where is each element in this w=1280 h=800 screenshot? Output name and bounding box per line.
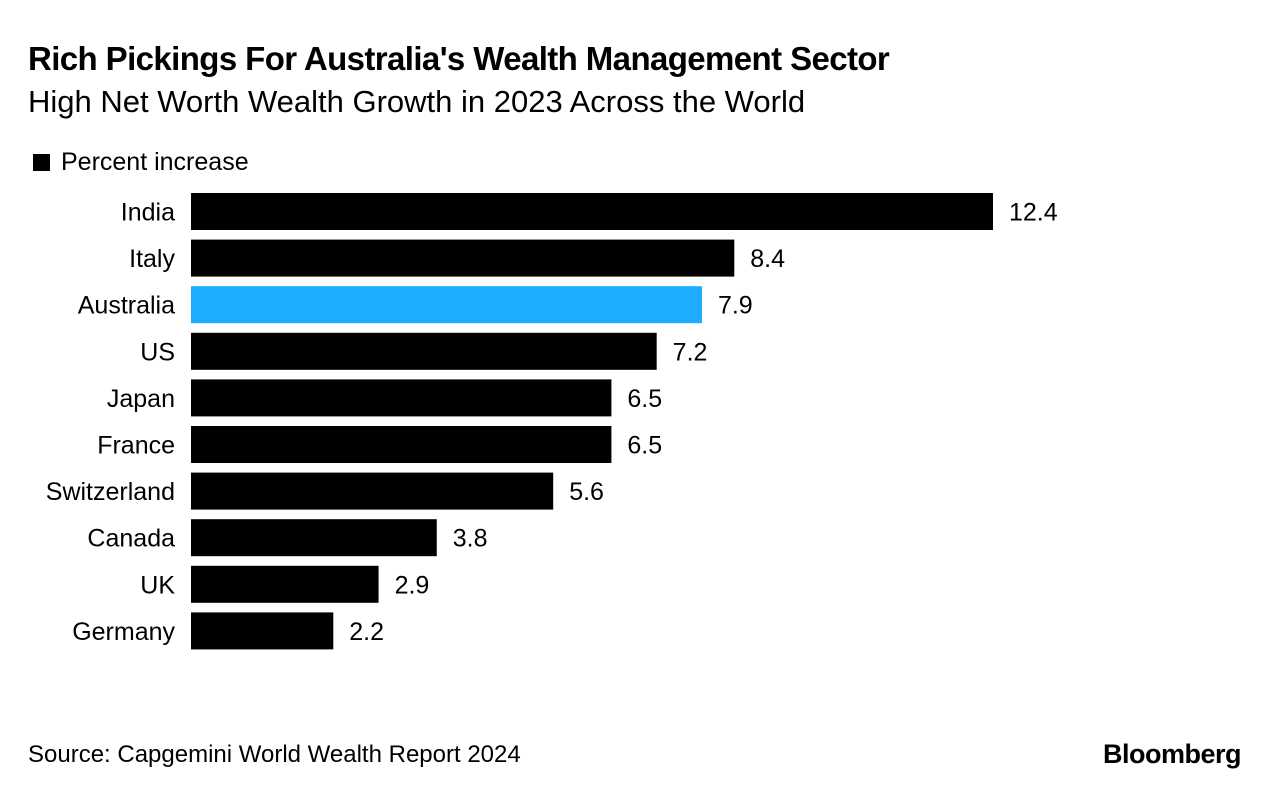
category-label-france: France [97,432,175,460]
bar-australia [191,286,702,324]
value-label-uk: 2.9 [395,571,430,599]
bar-france [191,426,612,463]
category-label-germany: Germany [72,618,175,646]
category-label-india: India [121,199,175,227]
value-label-italy: 8.4 [750,245,785,273]
value-label-switzerland: 5.6 [569,478,604,506]
category-label-italy: Italy [129,245,175,273]
bar-canada [191,519,437,557]
bar-switzerland [191,472,554,510]
source-note: Source: Capgemini World Wealth Report 20… [28,741,521,768]
category-label-canada: Canada [87,525,175,553]
legend-label: Percent increase [61,147,249,176]
bar-germany [191,612,334,650]
value-label-japan: 6.5 [627,385,662,413]
bloomberg-logo: Bloomberg [1102,739,1242,769]
category-label-switzerland: Switzerland [46,478,175,506]
chart-title: Rich Pickings For Australia's Wealth Man… [28,40,890,77]
bar-india [191,193,993,230]
category-label-uk: UK [140,571,175,599]
chart-subtitle: High Net Worth Wealth Growth in 2023 Acr… [28,84,806,119]
value-label-india: 12.4 [1009,199,1058,227]
value-label-france: 6.5 [627,432,662,460]
value-label-us: 7.2 [673,338,708,366]
bar-japan [191,379,612,417]
value-label-australia: 7.9 [718,292,753,320]
bar-uk [191,565,379,603]
bar-italy [191,239,735,277]
category-label-us: US [140,338,175,366]
category-label-japan: Japan [107,385,175,413]
category-label-australia: Australia [78,292,175,320]
value-label-germany: 2.2 [349,618,384,646]
bar-us [191,332,657,370]
bar-chart: India 12.4 Italy 8.4 Australia 7.9 US 7.2 Japan 6… [46,193,1058,650]
legend-swatch [33,153,50,171]
legend: Percent increase [33,146,249,178]
value-label-canada: 3.8 [453,525,488,553]
